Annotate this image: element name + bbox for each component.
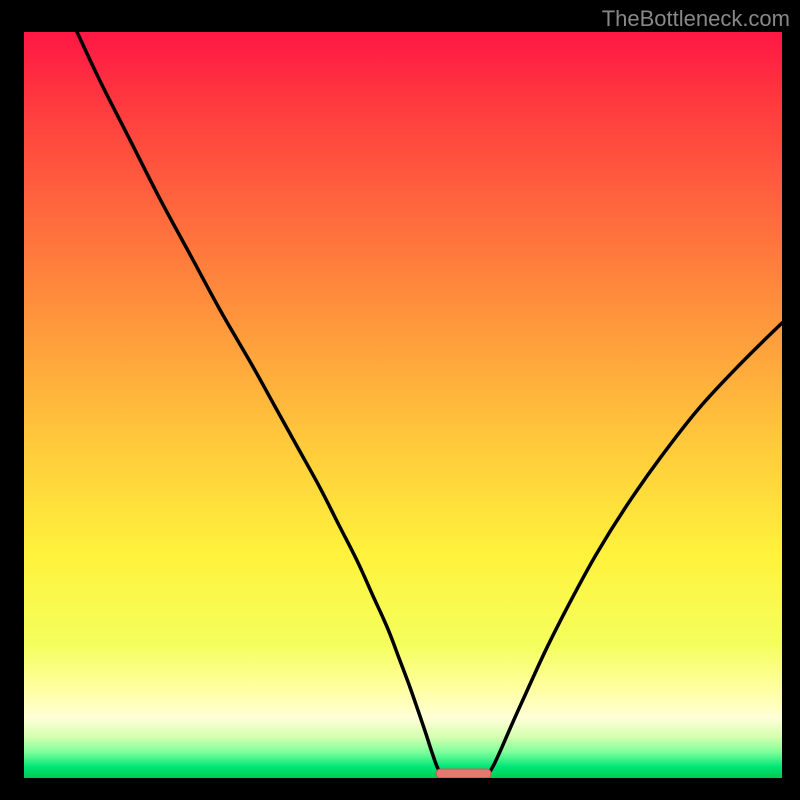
watermark-text: TheBottleneck.com (602, 6, 790, 32)
chart-svg (24, 32, 782, 778)
plot-area (24, 32, 782, 778)
target-bar (436, 769, 491, 778)
